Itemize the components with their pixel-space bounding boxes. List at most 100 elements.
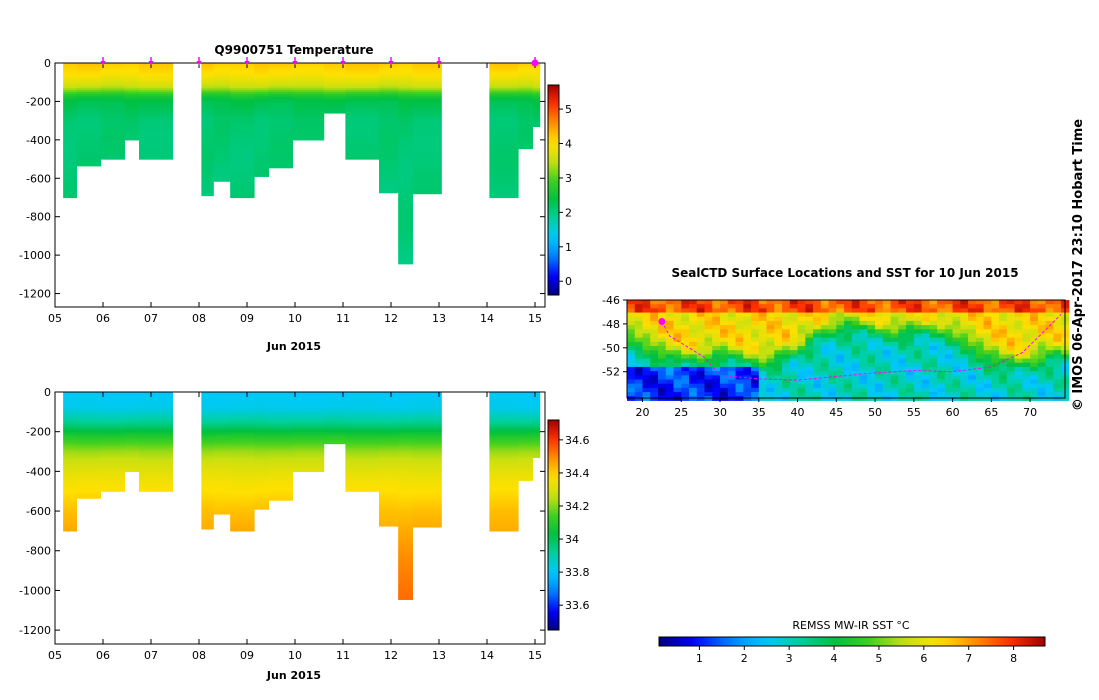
sst-cell	[696, 341, 706, 347]
section-cell	[139, 467, 173, 470]
sst-cell	[937, 312, 946, 318]
section-cell	[213, 499, 231, 502]
section-cell	[124, 463, 140, 467]
section-cell	[345, 419, 380, 423]
section-cell	[76, 105, 101, 108]
sst-cell	[913, 375, 923, 380]
section-cell	[254, 471, 269, 474]
sst-cell	[1045, 371, 1054, 376]
sst-cell	[727, 341, 737, 347]
section-cell	[489, 392, 519, 395]
sst-cell	[673, 375, 682, 380]
sst-cell	[743, 387, 752, 393]
section-cell	[268, 409, 293, 413]
section-cell	[213, 437, 231, 441]
section-cell	[63, 419, 77, 423]
section-cell	[201, 433, 214, 437]
section-cell	[379, 91, 399, 95]
sst-cell	[906, 300, 915, 305]
sst-cell	[712, 354, 721, 360]
section-cell	[139, 84, 173, 87]
section-cell	[76, 399, 101, 403]
sst-cell	[766, 337, 775, 343]
section-cell	[139, 477, 173, 480]
section-cell	[201, 522, 214, 526]
section-cell	[124, 64, 140, 68]
sst-cell	[774, 312, 783, 318]
section-cell	[201, 503, 214, 506]
section-cell	[412, 112, 442, 116]
sst-cell	[975, 300, 985, 305]
section-cell	[268, 78, 293, 81]
sst-cell	[1014, 300, 1023, 305]
sst-cell	[658, 358, 667, 364]
sst-cell	[1045, 392, 1054, 397]
section-cell	[412, 518, 442, 522]
section-cell	[398, 407, 413, 411]
map-y-tick-label: -46	[602, 294, 620, 307]
section-cell	[489, 157, 519, 160]
section-cell	[139, 66, 173, 70]
section-cell	[292, 455, 325, 459]
section-cell	[254, 86, 269, 89]
section-cell	[532, 431, 541, 435]
sst-cell	[627, 312, 636, 318]
section-cell	[379, 509, 399, 512]
section-cell	[268, 465, 293, 468]
section-cell	[292, 76, 325, 79]
sst-cell	[975, 312, 985, 318]
section-cell	[323, 437, 346, 441]
section-cell	[63, 82, 77, 85]
section-cell	[230, 78, 255, 81]
sst-cell	[890, 362, 899, 368]
section-cell	[398, 568, 413, 572]
sst-cell	[1014, 350, 1023, 355]
section-cell	[76, 437, 101, 441]
section-cell	[213, 493, 231, 496]
sst-cell	[1022, 333, 1031, 339]
section-cell	[379, 141, 399, 145]
sst-cell	[689, 350, 698, 355]
sst-cell	[921, 387, 930, 393]
section-cell	[398, 218, 413, 222]
section-cell	[230, 111, 255, 114]
sst-cell	[937, 358, 946, 364]
sst-cell	[751, 337, 760, 343]
sst-cell	[1006, 333, 1016, 339]
section-cell	[379, 518, 399, 522]
section-cell	[76, 425, 101, 429]
colorbar-tick-label: 34.6	[565, 434, 590, 447]
sst-cell	[929, 396, 938, 401]
sst-cell	[774, 379, 783, 385]
section-cell	[63, 518, 77, 522]
section-cell	[213, 401, 231, 405]
section-cell	[254, 407, 269, 411]
section-cell	[398, 193, 413, 197]
sst-cell	[828, 366, 837, 372]
section-cell	[292, 421, 325, 425]
sst-cell	[751, 316, 760, 322]
sst-cell	[906, 316, 915, 322]
section-cell	[532, 405, 541, 409]
sst-cell	[681, 362, 690, 368]
sst-cell	[665, 366, 675, 372]
section-cell	[201, 509, 214, 512]
section-cell	[412, 116, 442, 120]
section-cell	[63, 433, 77, 437]
section-cell	[201, 479, 214, 482]
sst-cell	[929, 379, 938, 385]
sst-cell	[743, 316, 752, 322]
sst-cell	[929, 304, 938, 309]
sst-cell	[758, 375, 768, 380]
section-cell	[489, 397, 519, 401]
section-cell	[230, 116, 255, 120]
section-cell	[139, 447, 173, 451]
sst-cell	[983, 362, 992, 368]
colorbar	[547, 84, 560, 296]
sst-cell	[813, 337, 822, 343]
section-cell	[398, 80, 413, 83]
sst-cell	[696, 362, 706, 368]
sst-cell	[681, 366, 690, 372]
sst-cell	[828, 304, 837, 309]
sst-cell	[727, 337, 737, 343]
